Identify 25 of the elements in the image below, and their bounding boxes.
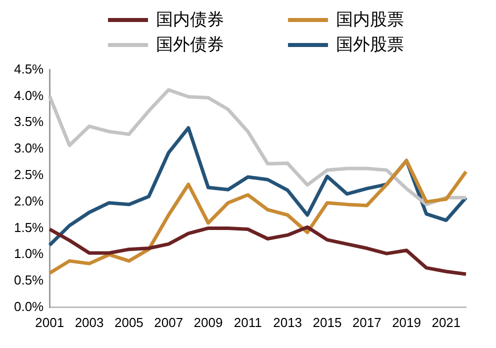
x-tick-label: 2013 (273, 314, 302, 330)
y-tick-label: 2.0% (14, 193, 44, 208)
y-tick-label: 4.5% (14, 61, 44, 76)
x-tick-label: 2011 (234, 314, 262, 330)
legend-label: 国外股票 (336, 34, 404, 56)
x-tick-label: 2017 (352, 314, 382, 330)
x-tick-label: 2001 (35, 314, 64, 330)
y-tick-label: 3.5% (14, 114, 44, 130)
y-tick-label: 3.0% (14, 140, 44, 156)
y-tick-label: 1.0% (14, 246, 44, 262)
x-tick-label: 2019 (392, 314, 421, 330)
legend-label: 国外债券 (156, 34, 224, 56)
y-tick-label: 4.0% (14, 88, 44, 103)
legend-label: 国内债券 (156, 9, 224, 31)
y-tick-label: 0.5% (14, 272, 44, 288)
legend-label: 国内股票 (336, 9, 404, 31)
x-tick-label: 2021 (432, 314, 461, 330)
x-tick-label: 2015 (312, 314, 342, 330)
x-tick-label: 2007 (154, 314, 184, 330)
x-tick-label: 2009 (194, 314, 223, 330)
x-tick-label: 2003 (74, 314, 104, 330)
y-tick-label: 1.5% (14, 220, 44, 235)
x-tick-label: 2005 (114, 314, 144, 330)
y-tick-label: 2.5% (14, 166, 44, 182)
y-tick-label: 0.0% (14, 298, 44, 314)
